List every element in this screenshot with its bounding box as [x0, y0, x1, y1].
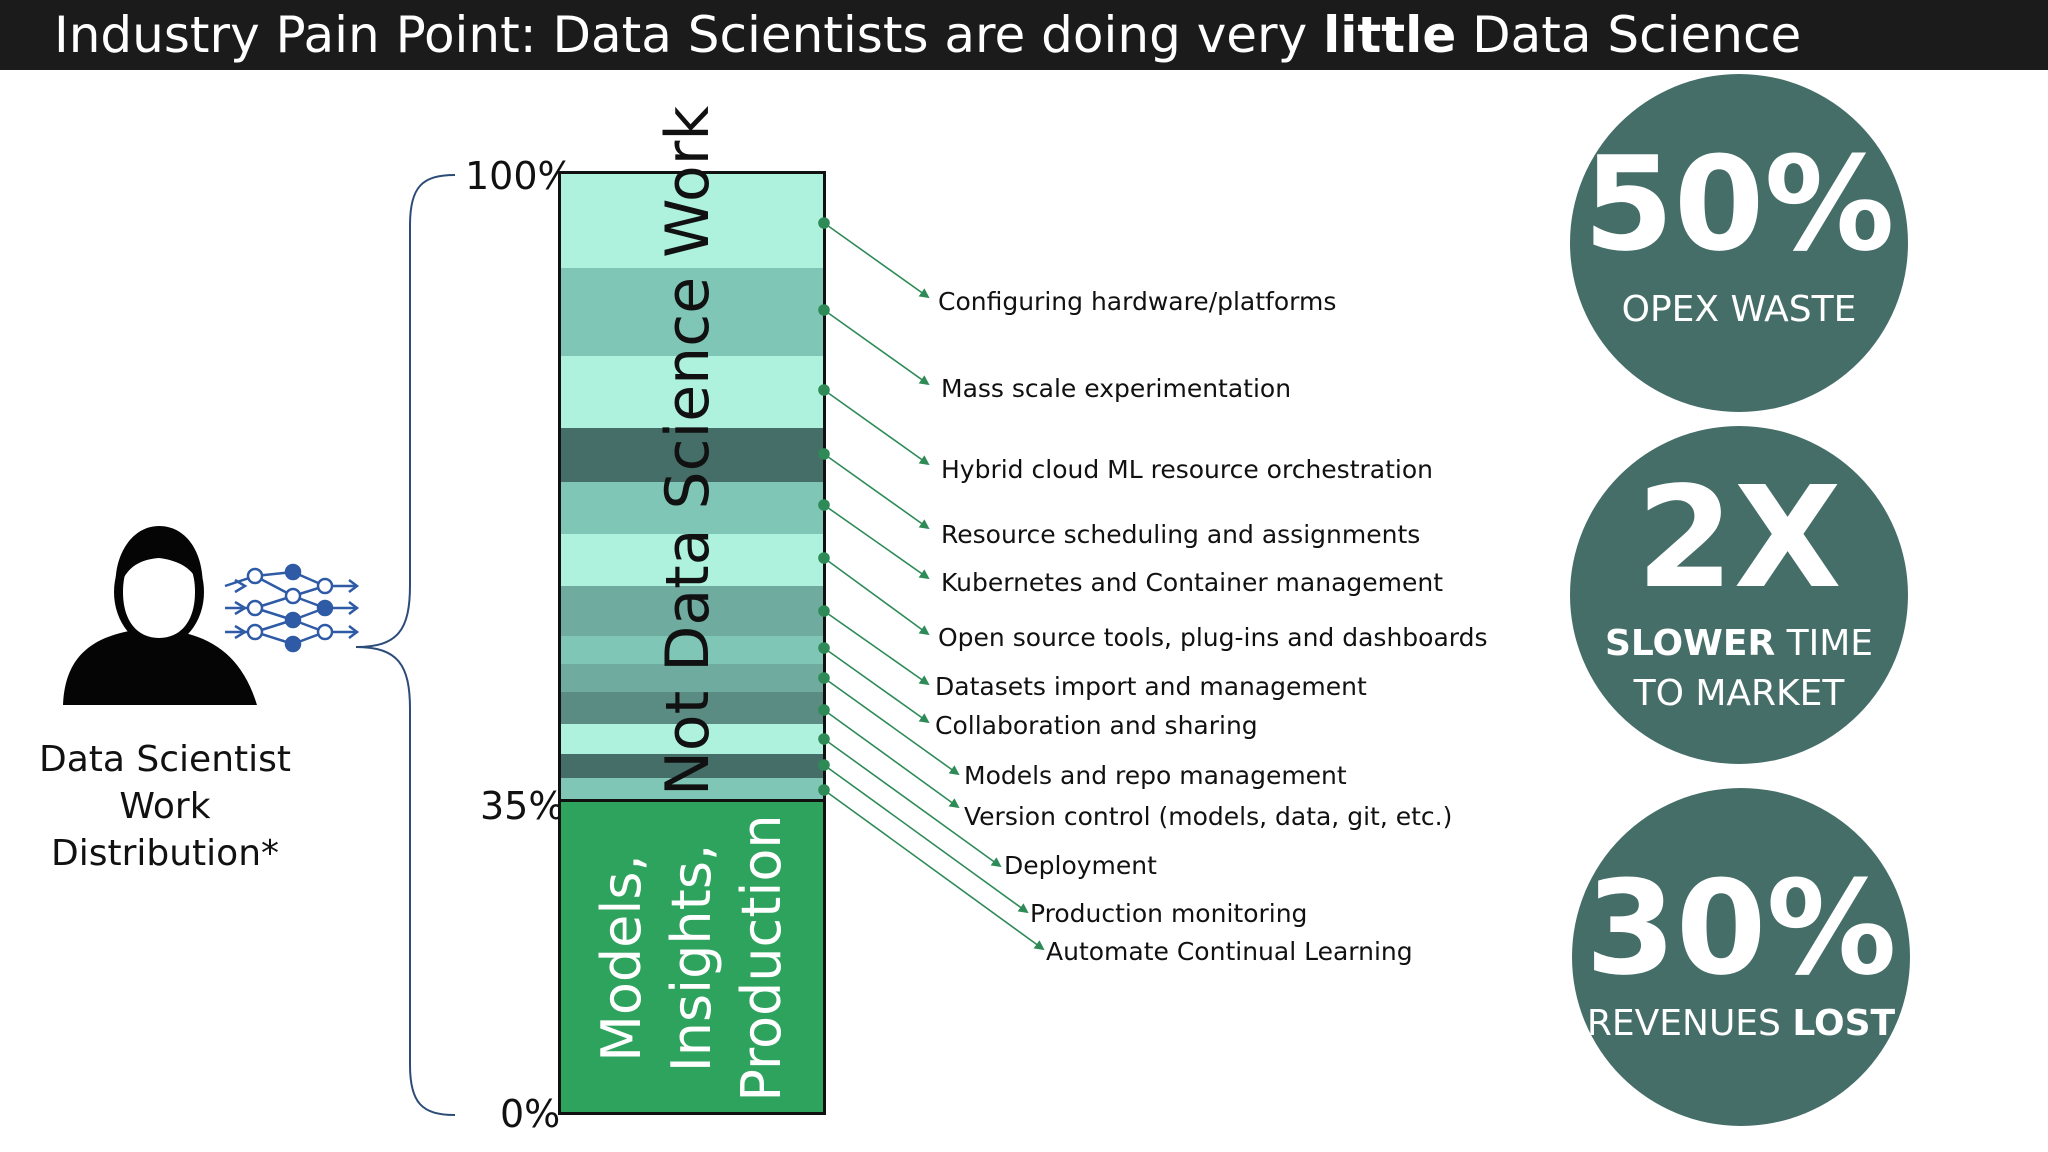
bar-segment [558, 724, 826, 754]
connector-arrow [818, 499, 930, 580]
connector-arrow [818, 448, 930, 530]
connector-arrow [818, 552, 930, 636]
bar-divider [558, 799, 826, 802]
stat-caption: SLOWER TIME [1570, 620, 1908, 668]
person-with-neural-network-icon [55, 520, 375, 734]
bar-segment [558, 778, 826, 801]
bar-segment [558, 754, 826, 778]
connector-arrow [818, 672, 960, 776]
connector-arrow [818, 642, 930, 724]
bar-segment [558, 664, 826, 692]
axis-label-0: 0% [500, 1092, 561, 1136]
axis-label-100: 100% [465, 154, 574, 198]
task-item: Deployment [1004, 851, 1157, 880]
task-item: Hybrid cloud ML resource orchestration [941, 455, 1433, 484]
stat-value: 50% [1583, 128, 1895, 280]
stat-caption-rest: TIME [1775, 623, 1874, 664]
bar-segment [558, 171, 826, 268]
stat-caption: REVENUES LOST [1572, 1000, 1910, 1048]
curly-brace [355, 174, 456, 1116]
stat-circle-opex: 50% OPEX WASTE [1570, 74, 1908, 412]
bar-segment [558, 482, 826, 534]
page-title: Industry Pain Point: Data Scientists are… [54, 6, 1801, 64]
bar-segment [558, 692, 826, 724]
task-item: Automate Continual Learning [1046, 937, 1413, 966]
persona-label: Data Scientist Work Distribution* [0, 736, 330, 877]
connector-arrow [818, 605, 930, 686]
connector-arrow [818, 704, 960, 809]
stat-caption-line-2: TO MARKET [1633, 673, 1845, 714]
neural-network-icon [224, 563, 360, 653]
task-item: Resource scheduling and assignments [941, 520, 1421, 549]
title-emphasis: little [1323, 6, 1457, 64]
stat-caption: OPEX WASTE [1621, 289, 1857, 330]
bar-segment [558, 534, 826, 586]
connector-arrow [818, 217, 930, 299]
bar-segment [558, 428, 826, 482]
person-silhouette-icon [63, 526, 257, 705]
task-item: Version control (models, data, git, etc.… [964, 802, 1453, 831]
connector-arrow [818, 784, 1045, 951]
task-item: Collaboration and sharing [935, 711, 1258, 740]
stat-caption-bold: SLOWER [1604, 623, 1776, 664]
task-item: Models and repo management [964, 761, 1347, 790]
task-item: Production monitoring [1030, 899, 1308, 928]
bar-segment [558, 356, 826, 428]
axis-label-35: 35% [480, 784, 565, 828]
persona-label-line-2: Work Distribution* [50, 786, 280, 874]
work-distribution-bar [558, 171, 826, 1115]
task-item: Datasets import and management [935, 672, 1367, 701]
task-item: Open source tools, plug-ins and dashboar… [938, 623, 1488, 652]
task-item: Configuring hardware/platforms [938, 287, 1337, 316]
connector-arrow [818, 759, 1029, 914]
connector-arrow [818, 304, 930, 386]
title-bar: Industry Pain Point: Data Scientists are… [0, 0, 2048, 70]
stat-circle-revenues: 30% REVENUES LOST [1572, 788, 1910, 1126]
stat-value: 2X [1636, 457, 1842, 620]
bar-segment-models [558, 801, 826, 1115]
connector-arrow [818, 384, 930, 466]
stat-circle-time-to-market: 2X SLOWER TIME TO MARKET [1570, 426, 1908, 764]
stat-caption-bold: LOST [1792, 1003, 1896, 1044]
bar-segment [558, 636, 826, 664]
title-part-1: Industry Pain Point: Data Scientists are… [54, 6, 1324, 64]
persona-label-line-1: Data Scientist [39, 739, 291, 780]
bar-segment [558, 268, 826, 356]
stat-caption-text: REVENUES [1586, 1003, 1793, 1044]
task-item: Kubernetes and Container management [941, 568, 1444, 597]
task-item: Mass scale experimentation [941, 374, 1292, 403]
title-part-2: Data Science [1456, 6, 1802, 64]
bar-segment [558, 586, 826, 636]
connector-arrow [818, 733, 1002, 868]
stat-value: 30% [1585, 852, 1897, 1004]
